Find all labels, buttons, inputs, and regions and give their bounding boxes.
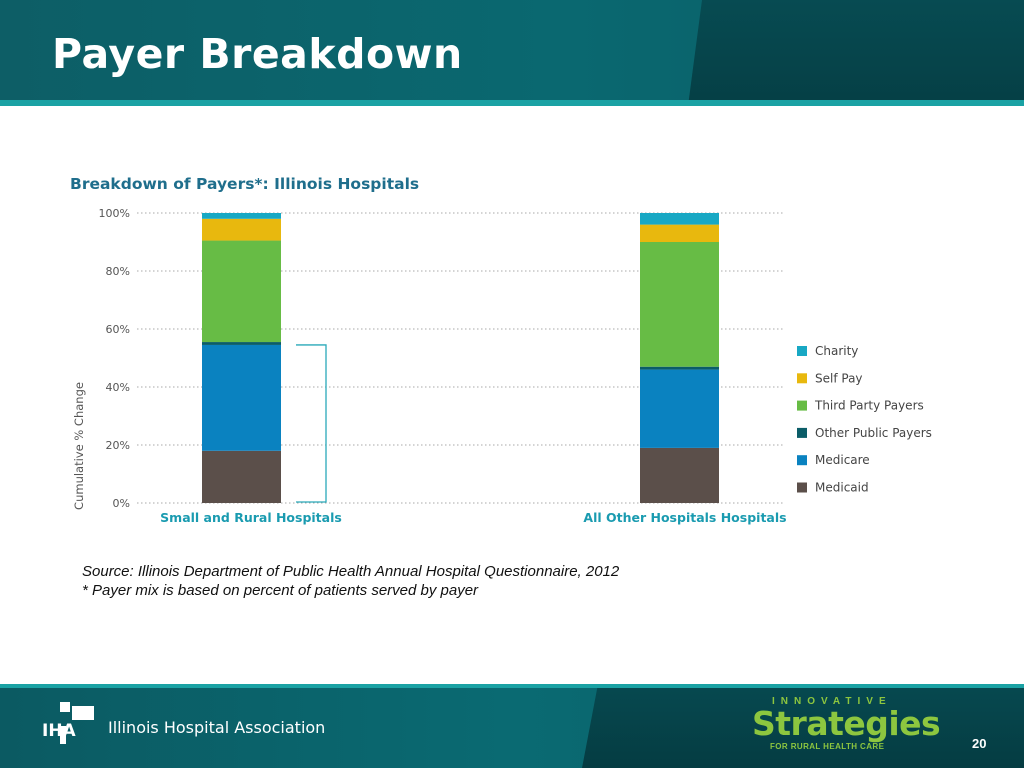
bar-segment-self-pay (640, 224, 719, 242)
legend-swatch (797, 346, 807, 356)
slide-header: Payer Breakdown (0, 0, 1024, 106)
chart-title: Breakdown of Payers*: Illinois Hospitals (70, 175, 419, 193)
bar-segment-other-public-payers (202, 342, 281, 345)
y-tick-label: 0% (113, 497, 130, 510)
legend-swatch (797, 400, 807, 411)
association-name: Illinois Hospital Association (108, 718, 326, 737)
header-accent-line (0, 100, 1024, 106)
y-tick-label: 40% (106, 381, 130, 394)
x-axis-categories: Small and Rural Hospitals All Other Hospi… (160, 510, 786, 525)
bracket-line (296, 344, 327, 503)
y-axis-ticks: 0% 20% 40% 60% 80% 100% (99, 207, 130, 510)
bar-segment-medicare (640, 369, 719, 448)
legend-label: Other Public Payers (815, 426, 932, 440)
page-number: 20 (972, 736, 987, 751)
payer-mix-footnote: * Payer mix is based on percent of patie… (82, 582, 479, 599)
legend-label: Medicaid (815, 481, 869, 495)
slide-footer: IHA Illinois Hospital Association INNOVA… (0, 684, 1024, 768)
brand-innovative-text: INNOVATIVE (772, 696, 892, 707)
chart-legend: Charity Self Pay Third Party Payers Other P… (797, 344, 932, 495)
legend-label: Charity (815, 344, 858, 358)
legend-label: Third Party Payers (814, 399, 924, 413)
bar-segment-third-party-payers (640, 242, 719, 367)
payer-breakdown-chart: Breakdown of Payers*: Illinois Hospitals… (70, 175, 932, 525)
medicare-medicaid-bracket (296, 344, 327, 503)
legend-swatch (797, 455, 807, 466)
source-citation: Source: Illinois Department of Public He… (82, 563, 620, 580)
stacked-bars (202, 213, 719, 503)
bar-segment-medicaid (640, 447, 719, 503)
y-axis-label: Cumulative % Change (72, 382, 86, 510)
y-tick-label: 100% (99, 207, 130, 220)
y-tick-label: 80% (106, 265, 130, 278)
brand-strategies-logo: Strategies (752, 704, 941, 743)
bar-segment-self-pay (202, 218, 281, 241)
legend-swatch (797, 482, 807, 493)
category-label: All Other Hospitals Hospitals (583, 510, 786, 525)
bar-segment-third-party-payers (202, 240, 281, 343)
bar-segment-charity (202, 213, 281, 219)
bar-segment-medicare (202, 344, 281, 451)
source-note: Source: Illinois Department of Public He… (82, 562, 619, 600)
legend-swatch (797, 427, 807, 438)
bar-segment-other-public-payers (640, 366, 719, 370)
iha-logo-text: IHA (42, 721, 77, 741)
y-tick-label: 20% (106, 439, 130, 452)
legend-label: Medicare (815, 453, 870, 467)
legend-swatch (797, 373, 807, 384)
legend-label: Self Pay (815, 371, 863, 385)
slide-title: Payer Breakdown (52, 30, 463, 78)
brand-tagline: FOR RURAL HEALTH CARE (770, 742, 885, 751)
footer-dark-panel (582, 684, 1024, 768)
category-label: Small and Rural Hospitals (160, 510, 342, 525)
y-tick-label: 60% (106, 323, 130, 336)
footer-accent-line (0, 684, 1024, 688)
bar-segment-charity (640, 213, 719, 225)
bar-segment-medicaid (202, 450, 281, 503)
iha-logo-icon: IHA (42, 702, 94, 744)
header-dark-panel (688, 0, 1024, 106)
